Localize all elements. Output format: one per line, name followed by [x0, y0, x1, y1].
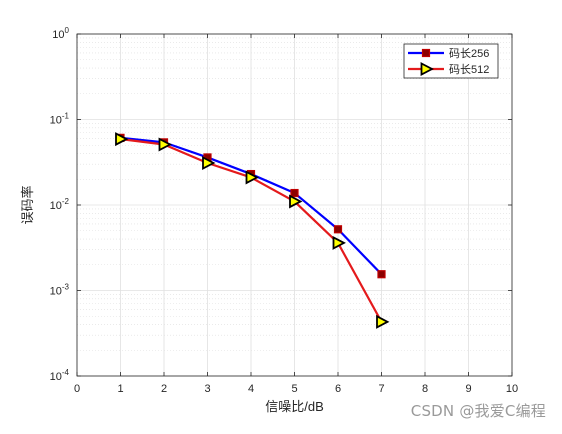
- legend-box: [403, 43, 499, 79]
- y-tick-label: 10-3: [50, 283, 70, 298]
- x-tick-label: 9: [465, 383, 471, 395]
- data-point: [289, 194, 303, 209]
- data-point: [332, 235, 346, 250]
- data-point: [376, 314, 390, 329]
- x-tick-labels: 0 1 2 3 4 5 6 7 8 9 10: [74, 34, 518, 395]
- x-tick-label: 1: [117, 383, 123, 395]
- data-point: [158, 137, 172, 152]
- series-2: [115, 132, 390, 329]
- data-point: [290, 188, 299, 198]
- x-tick-label: 10: [506, 383, 518, 395]
- legend-item: 码长256: [408, 47, 489, 60]
- x-tick-label: 6: [335, 383, 341, 395]
- x-axis-label: 信噪比/dB: [265, 399, 324, 414]
- x-tick-label: 4: [248, 383, 254, 395]
- legend-label: 码长256: [449, 47, 489, 60]
- y-tick-labels: 100 10-1 10-2 10-3 10-4: [50, 26, 512, 383]
- data-point: [115, 132, 129, 147]
- x-tick-label: 0: [74, 383, 80, 395]
- data-point: [377, 270, 386, 279]
- data-point: [202, 156, 216, 170]
- watermark: CSDN @我爱C编程: [410, 402, 546, 420]
- legend-label: 码长512: [449, 63, 489, 76]
- y-tick-label: 100: [52, 26, 69, 41]
- x-tick-label: 5: [291, 383, 297, 395]
- legend-item: 码长512: [408, 62, 489, 76]
- data-point: [333, 225, 343, 234]
- legend-marker: [420, 62, 434, 76]
- data-point: [245, 170, 259, 185]
- y-tick-label: 10-2: [50, 197, 70, 212]
- x-tick-label: 8: [422, 383, 428, 395]
- x-tick-label: 2: [161, 383, 167, 395]
- x-tick-label: 7: [378, 383, 384, 395]
- y-tick-label: 10-4: [50, 368, 70, 383]
- y-tick-label: 10-1: [50, 112, 70, 127]
- x-tick-label: 3: [204, 383, 210, 395]
- minor-grid: [77, 37, 512, 351]
- legend: 码长256 码长512: [403, 43, 499, 79]
- y-axis-label: 误码率: [20, 185, 35, 224]
- legend-marker: [421, 48, 431, 58]
